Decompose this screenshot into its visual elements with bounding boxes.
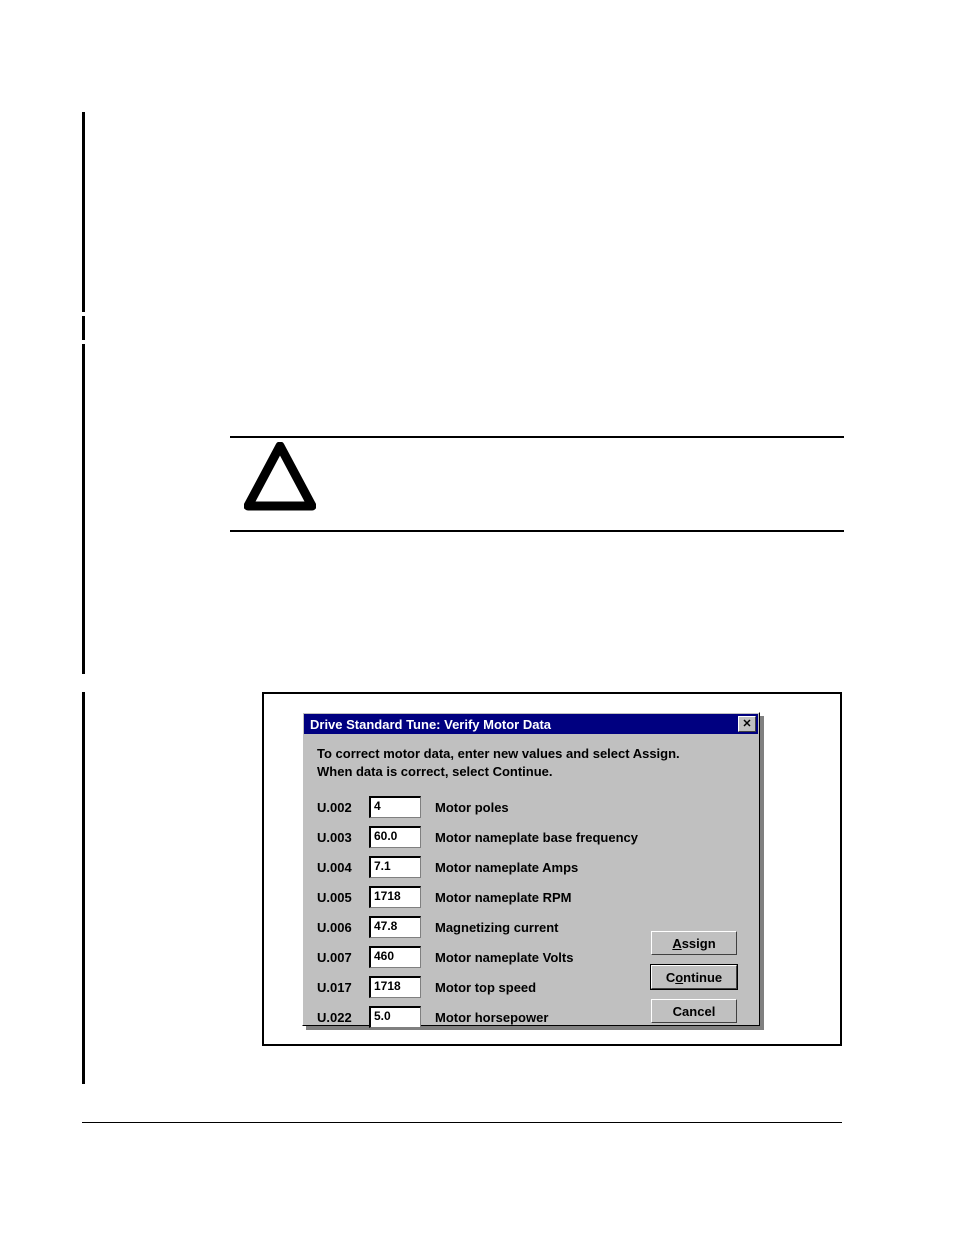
instruction-line-2: When data is correct, select Continue. — [317, 764, 553, 779]
param-input-nameplate-rpm[interactable]: 1718 — [369, 886, 421, 908]
close-icon: ✕ — [742, 719, 751, 730]
continue-button[interactable]: Continue — [651, 965, 737, 989]
dialog-title: Drive Standard Tune: Verify Motor Data — [310, 717, 551, 732]
param-input-magnetizing-current[interactable]: 47.8 — [369, 916, 421, 938]
param-row: U.003 60.0 Motor nameplate base frequenc… — [317, 822, 745, 852]
attention-box — [230, 436, 844, 532]
param-label: Motor nameplate base frequency — [435, 830, 745, 845]
warning-triangle-icon — [244, 442, 316, 514]
param-code: U.005 — [317, 890, 369, 905]
assign-button[interactable]: Assign — [651, 931, 737, 955]
verify-motor-data-dialog: Drive Standard Tune: Verify Motor Data ✕… — [302, 712, 760, 1026]
param-label: Motor nameplate Amps — [435, 860, 745, 875]
margin-bar — [82, 692, 85, 1084]
param-input-top-speed[interactable]: 1718 — [369, 976, 421, 998]
param-code: U.002 — [317, 800, 369, 815]
instruction-line-1: To correct motor data, enter new values … — [317, 746, 680, 761]
param-row: U.005 1718 Motor nameplate RPM — [317, 882, 745, 912]
param-code: U.007 — [317, 950, 369, 965]
param-input-nameplate-volts[interactable]: 460 — [369, 946, 421, 968]
param-code: U.022 — [317, 1010, 369, 1025]
dialog-titlebar: Drive Standard Tune: Verify Motor Data ✕ — [303, 713, 759, 735]
param-row: U.002 4 Motor poles — [317, 792, 745, 822]
cancel-button[interactable]: Cancel — [651, 999, 737, 1023]
page-footer-rule — [82, 1122, 842, 1123]
param-input-nameplate-amps[interactable]: 7.1 — [369, 856, 421, 878]
param-code: U.006 — [317, 920, 369, 935]
param-input-base-frequency[interactable]: 60.0 — [369, 826, 421, 848]
param-input-motor-poles[interactable]: 4 — [369, 796, 421, 818]
param-input-horsepower[interactable]: 5.0 — [369, 1006, 421, 1028]
param-code: U.004 — [317, 860, 369, 875]
param-code: U.003 — [317, 830, 369, 845]
margin-bar — [82, 344, 85, 674]
dialog-button-column: Assign Continue Cancel — [651, 931, 737, 1033]
close-button[interactable]: ✕ — [738, 716, 756, 732]
margin-bar — [82, 316, 85, 340]
margin-bar — [82, 112, 85, 312]
param-label: Motor poles — [435, 800, 745, 815]
param-row: U.004 7.1 Motor nameplate Amps — [317, 852, 745, 882]
param-code: U.017 — [317, 980, 369, 995]
param-label: Motor nameplate RPM — [435, 890, 745, 905]
dialog-instruction: To correct motor data, enter new values … — [317, 745, 745, 780]
